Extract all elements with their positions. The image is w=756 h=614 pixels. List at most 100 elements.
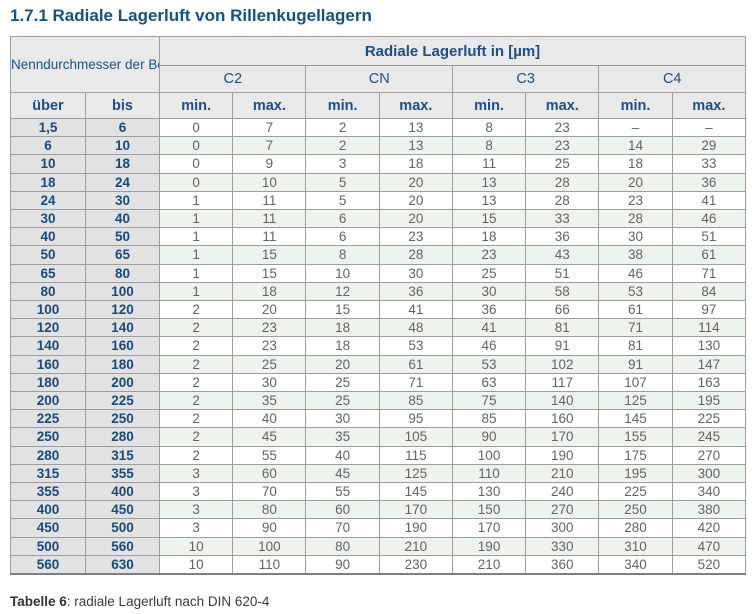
cell-c4-max: 130 (671, 336, 747, 356)
cell-c2-min: 1 (159, 227, 234, 247)
cell-c3-min: 8 (451, 117, 527, 138)
cell-c3-min: 53 (451, 354, 527, 374)
cell-c4-max: 36 (671, 172, 747, 192)
class-header-c4: C4 (598, 65, 746, 93)
cell-cn-max: 20 (378, 172, 453, 192)
cell-c4-min: 23 (598, 190, 673, 211)
cell-cn-min: 3 (305, 154, 380, 174)
cell-c2-max: 70 (232, 482, 307, 502)
cell-c2-max: 18 (232, 281, 307, 302)
cell-c2-max: 45 (232, 427, 307, 447)
cell-cn-max: 71 (378, 372, 453, 393)
cell-cn-max: 23 (378, 227, 453, 247)
cell-c3-min: 15 (451, 209, 527, 229)
cell-cn-min: 5 (305, 190, 380, 211)
cell-cn-max: 145 (378, 482, 453, 502)
cell-cn-max: 105 (378, 427, 453, 447)
cell-cn-max: 36 (378, 281, 453, 302)
cell-cn-min: 70 (305, 518, 380, 538)
cell-c3-max: 33 (525, 209, 600, 229)
cell-c2-min: 10 (159, 554, 234, 575)
cell-c2-min: 0 (159, 117, 234, 138)
cell-c4-min: 28 (598, 209, 673, 229)
cell-c2-min: 2 (159, 300, 234, 320)
cell-cn-min: 2 (305, 117, 380, 138)
cell-c3-max: 28 (525, 190, 600, 211)
cell-cn-max: 30 (378, 263, 453, 283)
table-caption-text: : radiale Lagerluft nach DIN 620-4 (66, 593, 270, 609)
c2-max-header: max. (232, 92, 307, 119)
c3-min-header: min. (451, 92, 527, 119)
table-row: 450 500 3 90 70 190 170 300 280 420 (10, 518, 747, 538)
cell-cn-min: 18 (305, 336, 380, 356)
cell-cn-min: 18 (305, 318, 380, 338)
header-row-classes: C2 CN C3 C4 (11, 65, 746, 93)
cell-c2-min: 10 (159, 536, 234, 556)
cell-cn-min: 90 (305, 554, 380, 575)
cell-cn-max: 28 (378, 245, 453, 265)
cell-c3-max: 25 (525, 154, 600, 174)
cell-c4-min: 81 (598, 336, 673, 356)
cell-c4-max: 245 (671, 427, 747, 447)
cell-cn-min: 2 (305, 136, 380, 156)
cell-c2-max: 30 (232, 372, 307, 393)
cell-c3-max: 102 (525, 354, 600, 374)
cell-c3-min: 41 (451, 318, 527, 338)
cell-c2-max: 35 (232, 391, 307, 411)
cell-c2-max: 55 (232, 445, 307, 465)
cell-c3-min: 30 (451, 281, 527, 302)
cell-bis: 280 (84, 427, 161, 447)
cell-ueber: 80 (10, 281, 86, 302)
cell-c3-max: 160 (525, 409, 600, 429)
cell-ueber: 450 (10, 518, 86, 538)
cell-c4-max: 470 (671, 536, 747, 556)
cell-c4-max: 114 (671, 318, 747, 338)
cell-c2-min: 2 (159, 372, 234, 393)
cell-c3-max: 210 (525, 463, 600, 484)
cell-c4-max: 380 (671, 500, 747, 520)
header-row-top: Nenndurchmesser der Bohrung d [mm] Radia… (9, 35, 746, 93)
cell-cn-max: 13 (378, 136, 453, 156)
table-row: 100 120 2 20 15 41 36 66 61 97 (10, 300, 747, 320)
cell-ueber: 400 (10, 500, 86, 520)
cell-bis: 160 (84, 336, 161, 356)
cell-c2-min: 3 (159, 500, 234, 520)
cell-cn-min: 10 (305, 263, 380, 283)
class-header-cn: CN (305, 65, 453, 93)
cell-bis: 225 (84, 391, 161, 411)
cell-bis: 30 (84, 190, 161, 211)
cell-cn-min: 5 (305, 172, 380, 192)
cell-cn-max: 125 (378, 463, 453, 484)
cell-c2-max: 9 (232, 154, 307, 174)
cell-cn-min: 8 (305, 245, 380, 265)
cell-c3-max: 58 (525, 281, 600, 302)
cell-bis: 24 (84, 172, 161, 192)
cell-c3-min: 110 (451, 463, 527, 484)
cell-c4-min: 250 (598, 500, 673, 520)
cell-c3-max: 66 (525, 300, 600, 320)
cell-c4-max: 225 (671, 409, 747, 429)
cell-cn-min: 45 (305, 463, 380, 484)
cell-bis: 6 (84, 117, 161, 138)
c4-min-header: min. (598, 92, 673, 119)
cell-c2-min: 2 (159, 354, 234, 374)
cell-c2-max: 11 (232, 209, 307, 229)
cell-c2-min: 1 (159, 281, 234, 302)
cell-c3-min: 23 (451, 245, 527, 265)
table-row: 225 250 2 40 30 95 85 160 145 225 (10, 409, 747, 429)
cell-ueber: 6 (10, 136, 86, 156)
cell-c4-min: 53 (598, 281, 673, 302)
cell-c3-min: 100 (451, 445, 527, 465)
cell-c3-min: 85 (451, 409, 527, 429)
cell-c4-min: 310 (598, 536, 673, 556)
cell-c4-min: 225 (598, 482, 673, 502)
cell-c4-min: 30 (598, 227, 673, 247)
cell-cn-min: 55 (305, 482, 380, 502)
cell-ueber: 225 (10, 409, 86, 429)
cell-c2-max: 15 (232, 263, 307, 283)
cell-c2-min: 0 (159, 154, 234, 174)
cell-cn-max: 61 (378, 354, 453, 374)
cell-cn-max: 48 (378, 318, 453, 338)
cell-c3-max: 23 (525, 117, 600, 138)
